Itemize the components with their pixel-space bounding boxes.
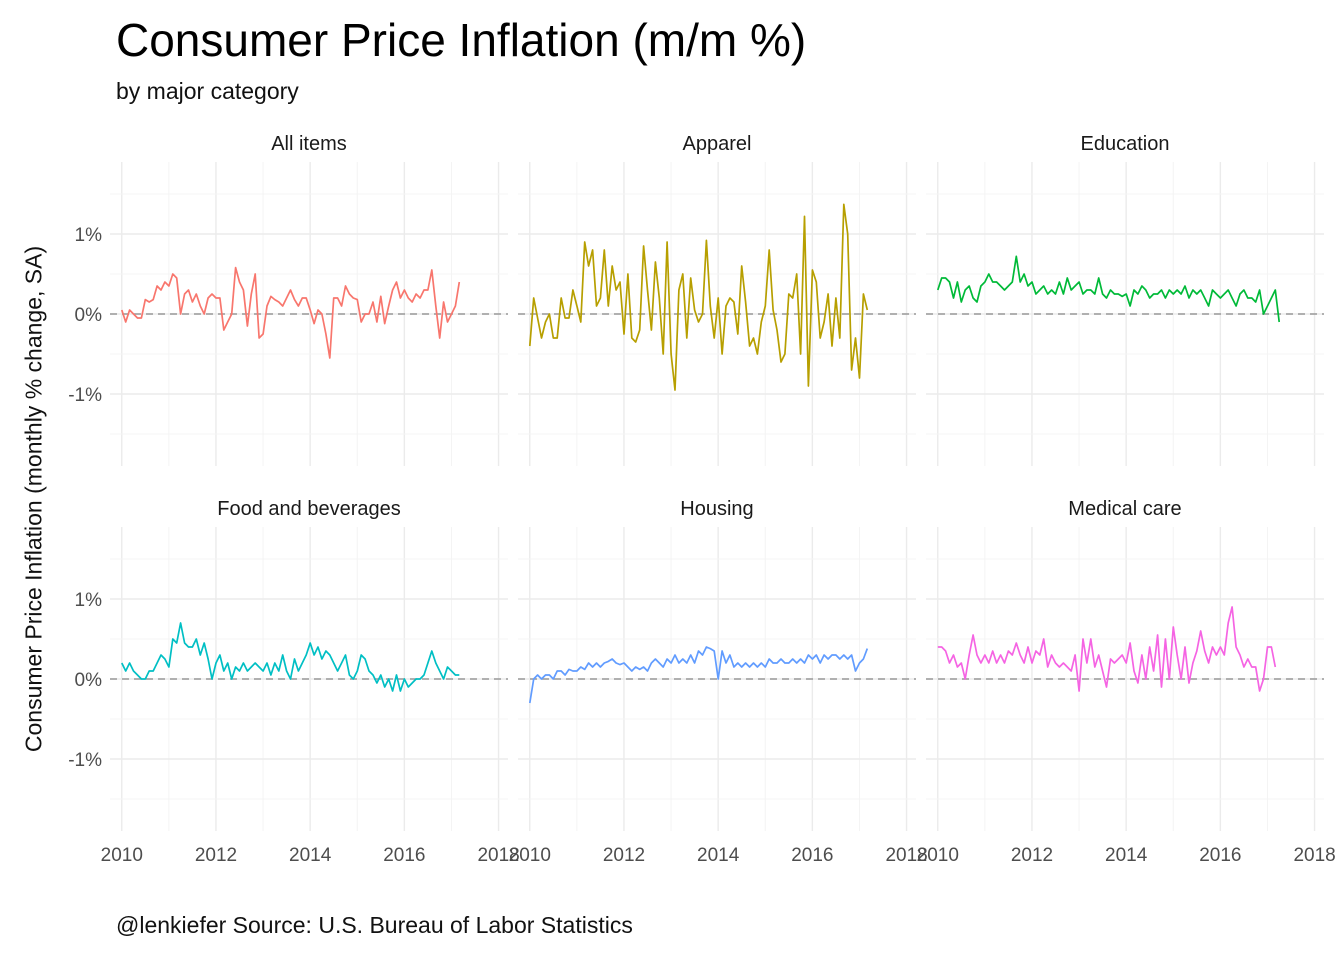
y-tick-label: 0% xyxy=(75,305,103,326)
series-line xyxy=(936,255,1281,323)
facet-strip-label: Housing xyxy=(680,498,753,520)
facet-strip-label: Food and beverages xyxy=(217,498,400,520)
x-tick-label: 2014 xyxy=(1105,845,1148,866)
x-tick-label: 2018 xyxy=(1293,845,1335,866)
x-tick-label: 2014 xyxy=(697,845,740,866)
series-line xyxy=(528,203,869,391)
x-tick-label: 2012 xyxy=(195,845,237,866)
x-tick-label: 2014 xyxy=(289,845,332,866)
panel-education: Education xyxy=(926,133,1324,466)
facet-strip-label: Medical care xyxy=(1068,498,1181,520)
y-tick-label: 1% xyxy=(75,590,103,611)
panel-medical-care: Medical care 2010 2012 2014 2016 2018 xyxy=(917,498,1336,866)
x-tick-label: 2016 xyxy=(1199,845,1241,866)
x-tick-label: 2018 xyxy=(885,845,927,866)
x-tick-label: 2016 xyxy=(791,845,833,866)
facet-strip-label: Education xyxy=(1081,133,1170,155)
x-tick-label: 2012 xyxy=(603,845,645,866)
panel-apparel: Apparel xyxy=(518,133,916,466)
panel-food-and-beverages: Food and beverages -1% 0% 1% 2010 2012 2014 201… xyxy=(68,498,520,866)
panel-housing: Housing 2010 2012 2014 2016 2018 xyxy=(509,498,928,866)
chart-subtitle: by major category xyxy=(116,78,299,104)
x-tick-label: 2016 xyxy=(383,845,425,866)
series-line xyxy=(120,266,461,359)
facet-strip-label: All items xyxy=(271,133,347,155)
x-tick-label: 2018 xyxy=(477,845,519,866)
x-tick-label: 2010 xyxy=(101,845,143,866)
series-line xyxy=(937,606,1277,692)
y-tick-label: 0% xyxy=(75,670,103,691)
chart-caption: @lenkiefer Source: U.S. Bureau of Labor … xyxy=(116,912,633,938)
panel-all-items: All items -1% 0% 1% xyxy=(68,133,508,466)
x-tick-label: 2010 xyxy=(917,845,959,866)
series-line xyxy=(528,646,869,704)
x-tick-label: 2010 xyxy=(509,845,551,866)
y-tick-label: -1% xyxy=(68,385,102,406)
facet-strip-label: Apparel xyxy=(683,133,752,155)
x-tick-label: 2012 xyxy=(1011,845,1053,866)
y-tick-label: 1% xyxy=(75,225,103,246)
series-line xyxy=(121,622,460,692)
chart-title: Consumer Price Inflation (m/m %) xyxy=(116,14,807,66)
y-tick-label: -1% xyxy=(68,750,102,771)
